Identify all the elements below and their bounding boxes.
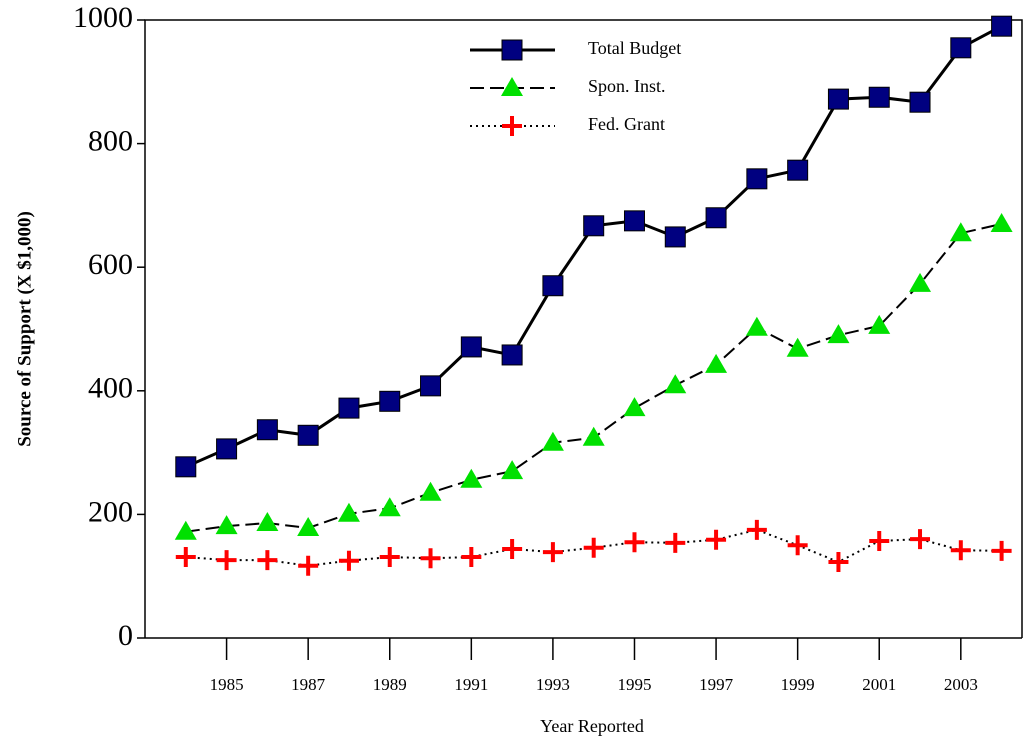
marker bbox=[786, 337, 809, 357]
marker bbox=[501, 39, 523, 61]
marker bbox=[827, 88, 849, 110]
marker bbox=[868, 86, 890, 108]
marker bbox=[174, 520, 197, 540]
legend-label: Total Budget bbox=[588, 38, 681, 58]
marker bbox=[256, 419, 278, 441]
marker bbox=[461, 547, 482, 568]
x-tick-label: 2003 bbox=[944, 675, 978, 694]
y-tick-label: 1000 bbox=[73, 1, 133, 34]
marker bbox=[175, 547, 196, 568]
x-tick-label: 1993 bbox=[536, 675, 570, 694]
marker bbox=[664, 226, 686, 248]
marker bbox=[216, 550, 237, 571]
legend-label: Spon. Inst. bbox=[588, 76, 666, 96]
x-tick-label: 1991 bbox=[454, 675, 488, 694]
marker bbox=[420, 548, 441, 569]
marker bbox=[582, 426, 605, 446]
marker bbox=[746, 168, 768, 190]
x-tick-label: 1989 bbox=[373, 675, 407, 694]
marker bbox=[705, 207, 727, 229]
marker bbox=[501, 344, 523, 366]
series-line bbox=[185, 222, 1002, 533]
marker bbox=[460, 468, 483, 488]
marker bbox=[297, 516, 320, 536]
marker bbox=[991, 540, 1012, 561]
y-tick-label: 400 bbox=[88, 372, 133, 405]
marker bbox=[297, 424, 319, 446]
marker bbox=[216, 438, 238, 460]
marker bbox=[583, 537, 604, 558]
marker bbox=[909, 91, 931, 113]
marker bbox=[419, 481, 442, 501]
marker bbox=[338, 550, 359, 571]
marker bbox=[828, 551, 849, 572]
marker bbox=[787, 535, 808, 556]
x-tick-label: 1999 bbox=[781, 675, 815, 694]
y-tick-label: 600 bbox=[88, 248, 133, 281]
marker bbox=[787, 159, 809, 181]
marker bbox=[949, 222, 972, 242]
marker bbox=[745, 316, 768, 336]
marker bbox=[257, 550, 278, 571]
marker bbox=[664, 374, 687, 394]
marker bbox=[624, 532, 645, 553]
marker bbox=[746, 519, 767, 540]
y-tick-label: 200 bbox=[88, 495, 133, 528]
marker bbox=[542, 275, 564, 297]
marker bbox=[256, 512, 279, 532]
marker bbox=[827, 324, 850, 344]
marker bbox=[991, 15, 1013, 37]
x-tick-label: 1995 bbox=[617, 675, 651, 694]
marker bbox=[583, 215, 605, 237]
marker bbox=[379, 547, 400, 568]
marker bbox=[706, 529, 727, 550]
marker bbox=[542, 542, 563, 563]
marker bbox=[950, 37, 972, 59]
x-tick-label: 2001 bbox=[862, 675, 896, 694]
marker bbox=[501, 77, 523, 96]
y-axis-label: Source of Support (X $1,000) bbox=[14, 211, 35, 447]
marker bbox=[175, 456, 197, 478]
marker bbox=[338, 397, 360, 419]
marker bbox=[379, 390, 401, 412]
marker bbox=[460, 336, 482, 358]
marker bbox=[502, 539, 523, 560]
marker bbox=[990, 212, 1013, 232]
y-tick-label: 800 bbox=[88, 124, 133, 157]
x-tick-label: 1985 bbox=[210, 675, 244, 694]
marker bbox=[215, 515, 238, 535]
marker bbox=[337, 502, 360, 522]
plot-frame bbox=[144, 19, 1023, 638]
legend-label: Fed. Grant bbox=[588, 114, 665, 134]
marker bbox=[868, 314, 891, 334]
x-tick-label: 1997 bbox=[699, 675, 734, 694]
marker bbox=[623, 210, 645, 232]
marker bbox=[665, 532, 686, 553]
marker bbox=[950, 540, 971, 561]
marker bbox=[623, 397, 646, 417]
marker bbox=[298, 555, 319, 576]
x-axis-label: Year Reported bbox=[540, 716, 644, 736]
marker bbox=[909, 272, 932, 292]
marker bbox=[378, 497, 401, 517]
x-tick-label: 1987 bbox=[291, 675, 326, 694]
marker bbox=[705, 353, 728, 373]
marker bbox=[501, 460, 524, 480]
marker bbox=[541, 431, 564, 451]
y-tick-label: 0 bbox=[118, 619, 133, 652]
marker bbox=[910, 529, 931, 550]
marker bbox=[869, 530, 890, 551]
marker bbox=[502, 116, 522, 136]
marker bbox=[420, 375, 442, 397]
